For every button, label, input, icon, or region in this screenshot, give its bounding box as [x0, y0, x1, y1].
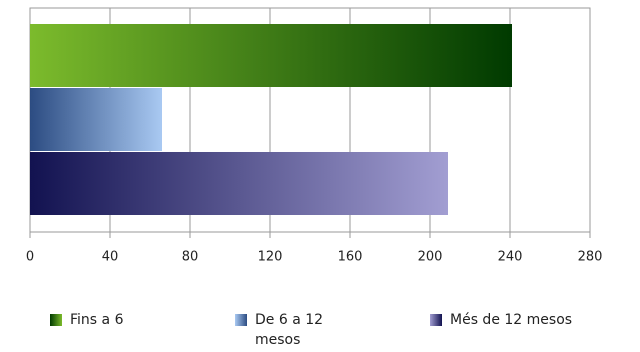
legend-label: Més de 12 mesos [450, 312, 573, 328]
legend-label: De 6 a 12 mesos [255, 312, 324, 348]
plot: 0 40 80 120 160 200 240 280 [26, 7, 603, 265]
x-tick-label: 160 [338, 250, 363, 265]
bar [30, 88, 162, 151]
x-tick-label: 80 [182, 250, 199, 265]
x-tick-label: 280 [578, 250, 603, 265]
x-tick-label: 120 [258, 250, 283, 265]
legend-swatch [235, 314, 247, 326]
legend-swatch [430, 314, 442, 326]
x-tick-label: 240 [498, 250, 523, 265]
legend-item: Fins a 6 [50, 310, 200, 330]
bar [30, 24, 512, 87]
x-tick-label: 40 [102, 250, 119, 265]
bar [30, 152, 448, 215]
legend-item: De 6 a 12 mesos [235, 310, 345, 350]
x-tick-label: 0 [26, 250, 34, 265]
legend-item: Més de 12 mesos [430, 310, 630, 330]
legend-label: Fins a 6 [70, 312, 124, 328]
x-tick-label: 200 [418, 250, 443, 265]
legend-swatch [50, 314, 62, 326]
